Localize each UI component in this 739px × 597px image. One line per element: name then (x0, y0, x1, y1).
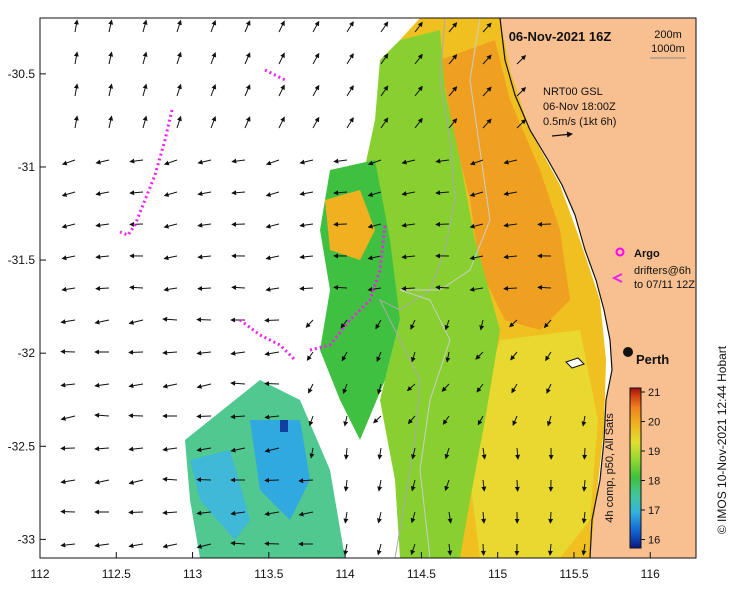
current-arrow (584, 448, 585, 459)
depth-label-1000m: 1000m (651, 43, 685, 55)
current-arrow (265, 544, 279, 545)
map-title: 06-Nov-2021 16Z (509, 29, 612, 44)
depth-label-200m: 200m (654, 29, 682, 41)
current-arrow (550, 512, 551, 523)
perth-label: Perth (636, 352, 669, 367)
colorbar-tick-label: 21 (648, 387, 660, 399)
sst-cold-pixel (280, 420, 288, 432)
x-tick-label: 115 (488, 567, 507, 581)
current-arrow (129, 512, 143, 513)
current-arrow (129, 416, 143, 417)
colorbar (630, 388, 641, 548)
x-tick-label: 114.5 (407, 567, 436, 581)
currents-time: 06-Nov 18:00Z (543, 101, 616, 113)
x-tick-label: 115.5 (559, 567, 588, 581)
current-arrow (61, 352, 75, 353)
y-tick-label: -30.5 (8, 67, 36, 81)
drifters-legend-line2: to 07/11 12Z (634, 279, 695, 291)
argo-legend-label: Argo (634, 248, 660, 260)
current-arrow (504, 288, 517, 289)
perth-marker (623, 347, 633, 357)
x-tick-label: 113 (183, 567, 202, 581)
current-arrow (538, 287, 551, 288)
colorbar-caption: 4h comp, p50, All Sats (604, 413, 616, 523)
current-arrow (130, 287, 143, 288)
colorbar-tick-label: 16 (648, 535, 660, 547)
current-arrow (436, 287, 449, 288)
y-tick-label: -33 (18, 532, 36, 546)
current-arrow (129, 352, 143, 353)
currents-source: NRT00 GSL (543, 86, 603, 98)
colorbar-tick-label: 19 (648, 446, 660, 458)
current-arrow (436, 224, 449, 225)
current-arrow (61, 512, 75, 513)
x-tick-label: 114 (336, 567, 355, 581)
current-arrow (232, 287, 245, 288)
colorbar-tick-label: 20 (648, 417, 660, 429)
imos-credit: © IMOS 10-Nov-2021 12:44 Hobart (715, 345, 729, 534)
x-tick-label: 113.5 (254, 567, 283, 581)
current-arrow (61, 448, 75, 449)
x-tick-label: 116 (641, 567, 660, 581)
current-arrow (265, 480, 279, 481)
colorbar-tick-label: 18 (648, 476, 660, 488)
y-tick-label: -32 (18, 346, 36, 360)
currents-scale: 0.5m/s (1kt 6h) (543, 116, 616, 128)
current-arrow (300, 288, 313, 289)
current-arrow (538, 224, 551, 225)
current-arrow (130, 224, 143, 225)
x-tick-label: 112.5 (102, 567, 131, 581)
current-arrow (483, 544, 484, 555)
current-arrow (197, 480, 211, 481)
current-arrow (232, 224, 245, 225)
y-tick-label: -31.5 (8, 253, 36, 267)
current-arrow (197, 416, 211, 417)
current-arrow (265, 320, 279, 321)
current-arrow (197, 320, 211, 321)
current-arrow (517, 480, 518, 491)
current-arrow (265, 384, 279, 385)
current-arrow (198, 288, 211, 289)
y-tick-label: -32.5 (8, 439, 36, 453)
current-arrow (334, 287, 347, 288)
current-arrow (334, 224, 347, 225)
x-tick-label: 112 (30, 567, 49, 581)
current-arrow (402, 288, 415, 289)
current-arrow (96, 288, 109, 289)
drifters-legend-line1: drifters@6h (634, 265, 691, 277)
y-tick-label: -31 (18, 160, 36, 174)
colorbar-tick-label: 17 (648, 505, 660, 517)
